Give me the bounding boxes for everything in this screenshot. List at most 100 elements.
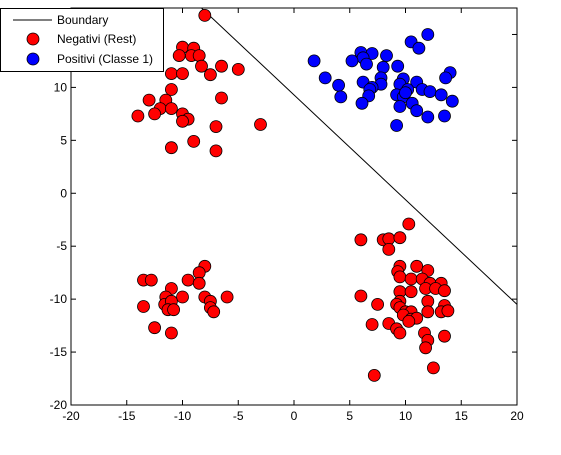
series-negativi (131, 8, 455, 382)
y-tick-label: -10 (50, 292, 68, 306)
negativi-point-86 (365, 318, 379, 331)
negativi-point-23 (176, 114, 189, 128)
negativi-point-14 (142, 93, 156, 107)
positivi-point-5 (380, 49, 393, 62)
x-tick-label: 10 (399, 409, 413, 423)
legend-label: Boundary (57, 13, 108, 27)
y-tick-label: -15 (50, 345, 68, 359)
x-tick-label: 20 (510, 409, 524, 423)
x-tick-label: -15 (118, 409, 136, 423)
positivi-point-37 (410, 104, 424, 118)
positivi-point-10 (391, 59, 405, 73)
negativi-point-7 (195, 59, 208, 73)
negativi-point-5 (192, 49, 206, 62)
negativi-point-93 (419, 341, 433, 355)
positivi-point-40 (390, 119, 404, 132)
negativi-point-70 (354, 289, 368, 303)
negativi-point-51 (354, 233, 368, 247)
negativi-point-21 (131, 109, 145, 123)
negativi-point-38 (176, 290, 189, 304)
negativi-point-60 (393, 270, 407, 284)
negativi-point-45 (167, 303, 181, 317)
negativi-point-19 (164, 102, 178, 115)
negativi-point-49 (164, 326, 178, 340)
negativi-point-18 (148, 107, 162, 121)
x-tick-label: 0 (291, 409, 298, 423)
negativi-point-85 (402, 314, 416, 328)
positivi-point-15 (439, 71, 453, 85)
negativi-point-55 (382, 242, 396, 256)
y-tick-label: 5 (60, 133, 67, 147)
negativi-point-57 (410, 259, 424, 273)
negativi-point-36 (192, 276, 206, 290)
negativi-point-74 (371, 297, 385, 311)
legend-marker-swatch (26, 52, 40, 66)
negativi-point-12 (231, 63, 245, 76)
x-tick-label: 15 (455, 409, 469, 423)
negativi-point-81 (441, 304, 455, 318)
y-tick-label: 0 (60, 186, 67, 200)
negativi-point-9 (164, 67, 178, 80)
legend-label: Negativi (Rest) (57, 32, 136, 46)
positivi-point-0 (421, 28, 435, 41)
y-tick-label: 10 (54, 80, 68, 94)
positivi-point-38 (421, 110, 435, 124)
positivi-point-9 (360, 57, 373, 71)
negativi-point-48 (148, 321, 162, 335)
positivi-point-28 (434, 88, 448, 102)
negativi-point-69 (438, 284, 451, 298)
negativi-point-26 (187, 134, 201, 148)
positivi-point-32 (399, 86, 412, 100)
negativi-point-25 (254, 118, 267, 131)
positivi-point-33 (445, 94, 459, 108)
negativi-point-54 (393, 231, 407, 245)
negativi-point-95 (367, 368, 381, 382)
plot-area (131, 8, 517, 382)
negativi-point-68 (404, 285, 418, 299)
positivi-point-34 (355, 96, 369, 110)
negativi-point-50 (402, 217, 416, 231)
x-tick-label: -20 (62, 409, 80, 423)
negativi-point-30 (144, 273, 158, 287)
negativi-point-89 (393, 326, 407, 340)
legend-marker-swatch (26, 32, 40, 46)
negativi-point-3 (172, 49, 186, 62)
negativi-point-94 (426, 361, 440, 375)
negativi-point-27 (164, 141, 178, 155)
negativi-point-40 (220, 290, 234, 304)
negativi-point-13 (164, 83, 178, 96)
x-tick-label: -5 (233, 409, 244, 423)
negativi-point-47 (207, 305, 221, 319)
negativi-point-24 (209, 120, 223, 133)
positivi-point-39 (438, 109, 451, 123)
negativi-point-16 (215, 91, 228, 105)
negativi-point-91 (438, 329, 451, 343)
negativi-point-35 (181, 273, 195, 287)
legend: Boundary Negativi (Rest) Positivi (Classe … (0, 8, 164, 72)
legend-label: Positivi (Classe 1) (57, 52, 153, 66)
series-positivi (307, 28, 459, 132)
negativi-point-61 (404, 272, 418, 286)
positivi-point-30 (334, 90, 348, 104)
x-tick-label: 5 (346, 409, 353, 423)
y-tick-label: -20 (50, 398, 68, 412)
negativi-point-11 (203, 68, 217, 82)
y-tick-label: -5 (56, 239, 67, 253)
negativi-point-10 (176, 67, 189, 80)
negativi-point-28 (209, 144, 223, 158)
positivi-point-2 (412, 41, 426, 55)
positivi-point-26 (423, 85, 437, 98)
negativi-point-31 (137, 300, 150, 313)
x-tick-label: -10 (174, 409, 192, 423)
negativi-point-8 (215, 59, 228, 73)
positivi-point-11 (376, 60, 390, 74)
positivi-point-8 (307, 54, 321, 68)
negativi-point-79 (421, 305, 435, 319)
positivi-point-13 (318, 71, 332, 85)
boundary-line (201, 8, 517, 305)
negativi-point-0 (198, 8, 212, 22)
positivi-point-36 (393, 100, 407, 113)
positivi-point-7 (345, 54, 359, 68)
positivi-point-20 (332, 78, 346, 92)
